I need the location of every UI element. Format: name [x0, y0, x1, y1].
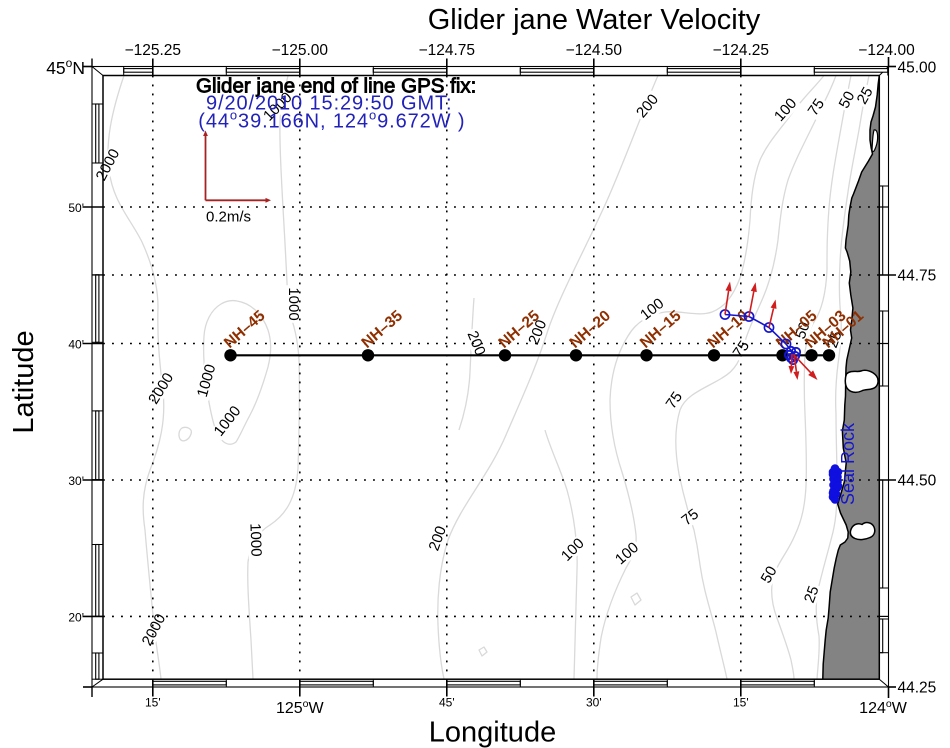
svg-text:9/20/2010 15:29:50 GMT:: 9/20/2010 15:29:50 GMT: — [206, 92, 452, 114]
svg-text:30': 30' — [68, 474, 84, 488]
svg-text:Longitude: Longitude — [429, 717, 556, 748]
svg-text:40': 40' — [68, 338, 84, 352]
svg-text:75: 75 — [663, 389, 686, 412]
svg-text:−124.75: −124.75 — [419, 42, 475, 59]
svg-text:30': 30' — [586, 696, 602, 710]
svg-text:15': 15' — [733, 696, 749, 710]
svg-text:Seal Rock: Seal Rock — [838, 422, 858, 505]
svg-text:45': 45' — [439, 696, 455, 710]
svg-text:75: 75 — [678, 506, 702, 530]
svg-text:−124.50: −124.50 — [566, 42, 623, 59]
svg-text:1000: 1000 — [246, 523, 264, 557]
svg-text:124oW: 124oW — [859, 698, 908, 717]
svg-text:45.00: 45.00 — [898, 60, 937, 77]
svg-text:0.2m/s: 0.2m/s — [206, 209, 251, 226]
svg-text:50': 50' — [68, 201, 84, 215]
svg-text:25: 25 — [824, 329, 846, 350]
svg-text:−125.00: −125.00 — [272, 42, 329, 59]
svg-text:20': 20' — [68, 610, 84, 624]
svg-text:Glider jane end of line GPS fi: Glider jane end of line GPS fix: — [196, 75, 476, 98]
svg-text:50: 50 — [792, 320, 814, 341]
svg-text:44.25: 44.25 — [898, 680, 937, 697]
svg-text:44.75: 44.75 — [898, 268, 937, 285]
svg-text:50: 50 — [758, 563, 781, 586]
svg-text:44.50: 44.50 — [898, 473, 937, 490]
svg-text:Glider jane Water Velocity: Glider jane Water Velocity — [428, 4, 761, 36]
svg-text:−124.25: −124.25 — [713, 42, 769, 59]
svg-text:125oW: 125oW — [276, 698, 325, 717]
svg-text:−125.25: −125.25 — [125, 42, 181, 59]
svg-text:−124.00: −124.00 — [858, 42, 915, 59]
svg-text:25: 25 — [854, 84, 877, 107]
svg-text:15': 15' — [145, 696, 161, 710]
svg-text:Latitude: Latitude — [8, 330, 40, 433]
svg-text:75: 75 — [805, 96, 828, 119]
svg-text:45oN: 45oN — [46, 56, 85, 78]
svg-text:1000: 1000 — [285, 287, 302, 320]
svg-text:(44o39.166N, 124o9.672W ): (44o39.166N, 124o9.672W ) — [198, 108, 465, 133]
svg-text:25: 25 — [801, 584, 823, 605]
svg-text:50: 50 — [836, 89, 859, 112]
